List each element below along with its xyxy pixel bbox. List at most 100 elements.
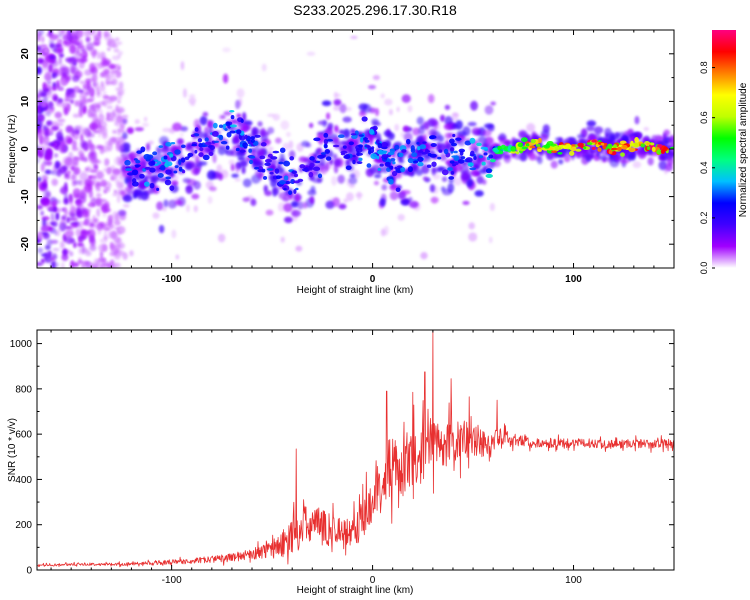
ridge-core-blob — [656, 149, 662, 155]
ridge-halo-blob — [198, 161, 208, 166]
ridge-halo-blob — [283, 202, 293, 213]
ridge-core-blob — [424, 148, 429, 155]
noise-blob — [39, 44, 48, 48]
noise-blob — [48, 63, 54, 73]
noise-blob — [106, 80, 114, 85]
noise-blob — [42, 82, 47, 90]
ridge-core-blob — [174, 165, 179, 169]
ridge-core-blob — [149, 167, 156, 173]
noise-blob — [76, 242, 84, 247]
snr-y-tick-label: 1000 — [10, 339, 33, 350]
spectrogram-x-ticks: -100 0 100 — [50, 30, 675, 285]
noise-blob — [59, 64, 67, 72]
noise-blob — [71, 129, 80, 135]
ridge-halo-blob — [132, 193, 138, 199]
ridge-core-blob — [180, 144, 186, 149]
noise-blob — [89, 262, 98, 268]
ridge-core-blob — [291, 170, 298, 174]
noise-blob — [306, 51, 316, 56]
ridge-halo-blob — [275, 137, 282, 144]
ridge-core-blob — [240, 118, 244, 123]
ridge-halo-blob — [309, 196, 315, 205]
noise-blob — [60, 185, 68, 195]
ridge-core-blob — [127, 172, 135, 176]
noise-blob — [40, 102, 47, 108]
ridge-halo-blob — [137, 181, 144, 190]
noise-blob — [66, 30, 71, 39]
ridge-core-blob — [197, 138, 203, 143]
ridge-halo-blob — [350, 128, 356, 134]
ridge-halo-blob — [373, 180, 380, 186]
ridge-halo-blob — [371, 118, 379, 125]
noise-blob — [81, 156, 88, 162]
ridge-halo-blob — [484, 136, 494, 146]
ridge-core-blob — [370, 153, 378, 160]
ridge-core-blob — [497, 145, 502, 151]
noise-blob — [89, 62, 96, 73]
noise-blob — [87, 202, 96, 208]
ridge-halo-blob — [493, 159, 501, 168]
ridge-halo-blob — [439, 114, 446, 122]
ridge-core-blob — [358, 157, 363, 162]
ridge-halo-blob — [184, 162, 194, 171]
ridge-core-blob — [323, 132, 329, 138]
ridge-core-blob — [419, 144, 427, 150]
noise-blob — [69, 64, 76, 74]
ridge-core-blob — [269, 171, 274, 175]
ridge-core-blob — [407, 157, 414, 164]
noise-blob — [331, 175, 337, 186]
noise-blob — [84, 167, 90, 172]
ridge-halo-blob — [408, 200, 419, 208]
spectrogram-y-tick-label: 0 — [20, 146, 31, 152]
ridge-core-blob — [616, 146, 622, 151]
ridge-core-blob — [537, 137, 542, 144]
noise-blob — [84, 146, 89, 153]
ridge-core-blob — [485, 168, 493, 174]
noise-blob — [182, 88, 187, 98]
noise-blob — [102, 91, 108, 100]
ridge-core-blob — [178, 166, 183, 171]
noise-blob — [222, 47, 231, 53]
noise-blob — [82, 106, 87, 113]
figure-title: S233.2025.296.17.30.R18 — [293, 2, 457, 18]
noise-blob — [107, 38, 117, 48]
noise-blob — [37, 157, 41, 164]
ridge-halo-blob — [389, 191, 399, 201]
noise-blob — [70, 161, 75, 169]
snr-x-ticks: -100 0 100 — [50, 330, 675, 586]
noise-blob — [112, 193, 118, 197]
noise-blob — [83, 90, 89, 99]
ridge-core-blob — [156, 187, 160, 191]
snr-y-tick-label: 200 — [15, 520, 32, 531]
noise-blob — [103, 68, 110, 75]
ridge-core-blob — [352, 154, 356, 158]
ridge-core-blob — [607, 143, 613, 149]
ridge-core-blob — [429, 153, 437, 158]
ridge-core-blob — [361, 116, 368, 122]
noise-blob — [74, 30, 79, 39]
noise-blob — [54, 111, 63, 119]
ridge-core-blob — [264, 162, 271, 166]
ridge-core-blob — [455, 137, 462, 141]
noise-blob — [432, 173, 441, 180]
ridge-halo-blob — [416, 151, 422, 159]
ridge-core-blob — [458, 148, 465, 153]
noise-blob — [112, 168, 120, 174]
ridge-halo-blob — [119, 144, 125, 154]
noise-blob — [60, 218, 65, 226]
ridge-halo-blob — [444, 132, 453, 139]
noise-blob — [79, 220, 83, 230]
ridge-core-blob — [208, 151, 214, 156]
noise-blob — [58, 38, 63, 43]
ridge-halo-blob — [220, 114, 226, 120]
noise-blob — [333, 105, 340, 111]
noise-blob — [46, 120, 53, 126]
noise-blob — [85, 36, 90, 43]
noise-blob — [62, 165, 68, 172]
snr-x-tick-label: 0 — [370, 575, 376, 586]
ridge-halo-blob — [239, 159, 248, 168]
ridge-core-blob — [157, 172, 164, 178]
ridge-core-blob — [332, 144, 340, 148]
ridge-core-blob — [226, 132, 232, 138]
spectrogram-y-tick-label: -10 — [20, 189, 31, 204]
